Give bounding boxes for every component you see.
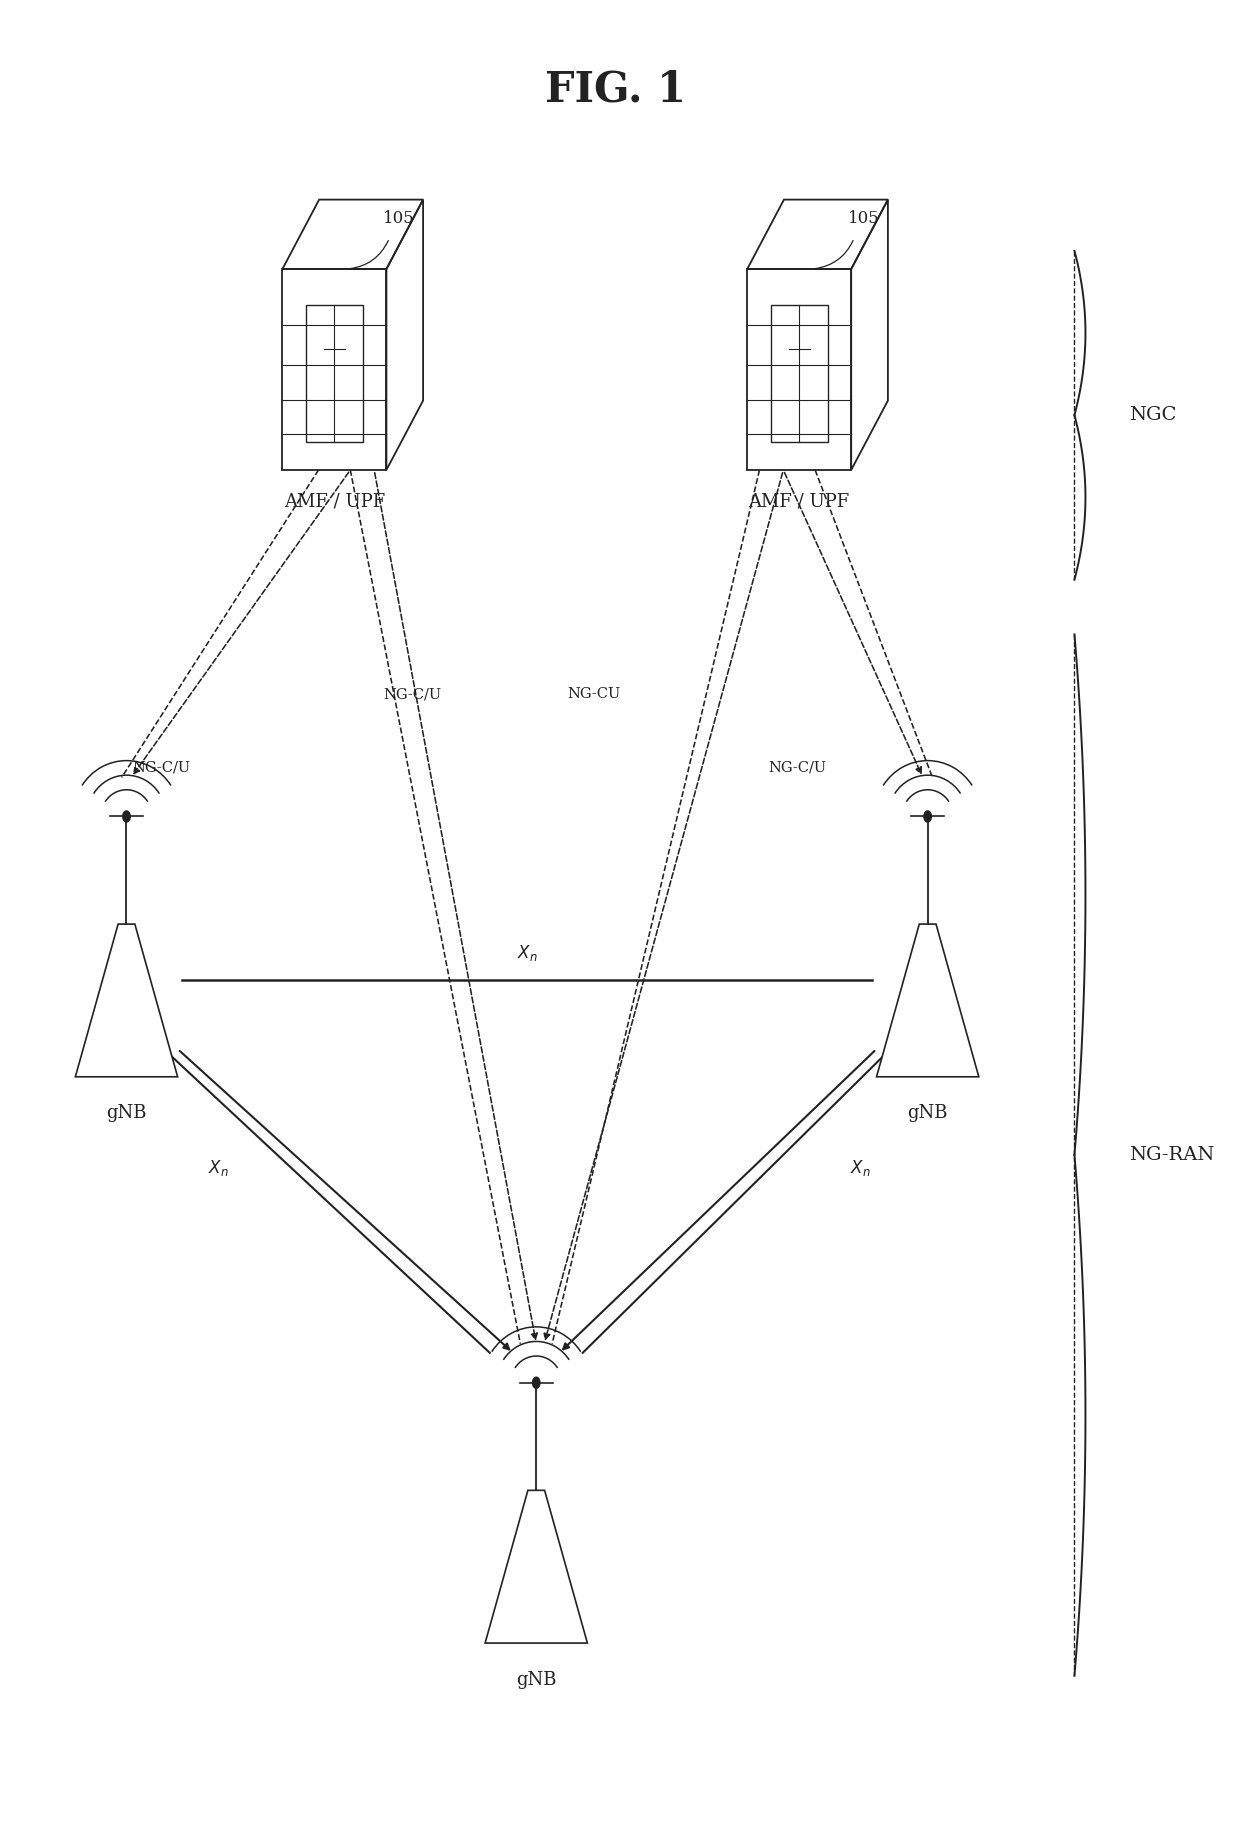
Text: 105: 105 bbox=[383, 211, 415, 228]
Polygon shape bbox=[76, 925, 177, 1077]
Text: NG-RAN: NG-RAN bbox=[1130, 1147, 1215, 1163]
Text: 105: 105 bbox=[848, 211, 880, 228]
Text: gNB: gNB bbox=[908, 1105, 947, 1123]
Text: AMF / UPF: AMF / UPF bbox=[284, 492, 386, 510]
Text: NG-C/U: NG-C/U bbox=[769, 760, 827, 774]
Polygon shape bbox=[485, 1490, 588, 1642]
Text: NG-CU: NG-CU bbox=[567, 688, 620, 701]
Text: $X_n$: $X_n$ bbox=[208, 1158, 228, 1178]
Text: NG-C/U: NG-C/U bbox=[383, 688, 441, 701]
Text: NGC: NGC bbox=[1130, 406, 1177, 424]
Circle shape bbox=[532, 1378, 539, 1389]
Circle shape bbox=[123, 811, 130, 822]
Text: $X_n$: $X_n$ bbox=[517, 943, 537, 963]
Text: $X_n$: $X_n$ bbox=[851, 1158, 870, 1178]
Text: gNB: gNB bbox=[107, 1105, 146, 1123]
Circle shape bbox=[924, 811, 931, 822]
Text: gNB: gNB bbox=[516, 1670, 557, 1688]
Polygon shape bbox=[877, 925, 978, 1077]
Text: NG-C/U: NG-C/U bbox=[133, 760, 191, 774]
Text: FIG. 1: FIG. 1 bbox=[546, 68, 686, 110]
Text: AMF / UPF: AMF / UPF bbox=[749, 492, 849, 510]
